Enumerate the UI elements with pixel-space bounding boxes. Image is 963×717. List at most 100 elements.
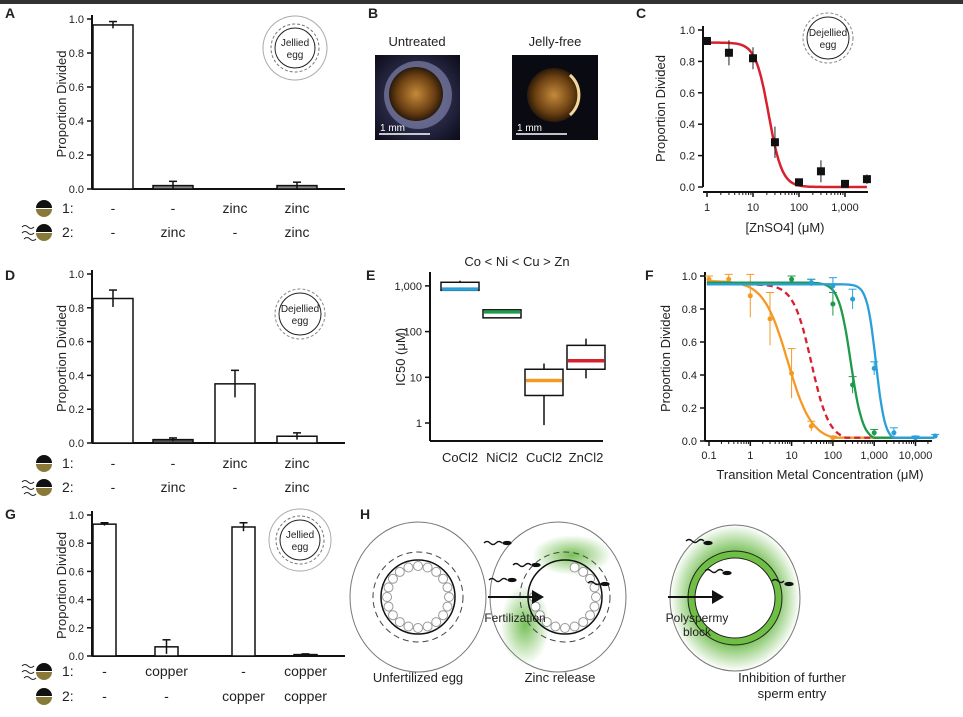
row-label: 1: <box>62 455 74 471</box>
arrow-fertilization <box>488 590 544 604</box>
y-tick-label: 0.2 <box>680 151 695 163</box>
cortical-granule <box>403 621 414 632</box>
y-tick-label: 0.4 <box>69 370 84 382</box>
badge-text: egg <box>292 316 309 327</box>
y-axis-label: Proportion Divided <box>54 532 69 639</box>
sperm-icon <box>21 664 37 680</box>
row2-label: zinc <box>161 224 186 240</box>
data-point <box>749 54 757 63</box>
row1-label: - <box>241 663 246 679</box>
scale-bar-label: 1 mm <box>380 123 405 134</box>
cortical-granule <box>413 561 423 571</box>
sperm-icon <box>21 480 37 496</box>
row2-label: copper <box>284 688 327 704</box>
line-chart-f: 0.0 0.2 0.4 0.6 0.8 1.0 Proportion Divided 0.1 1… <box>658 271 940 482</box>
cortical-granule <box>383 601 394 612</box>
cortical-granule <box>394 566 405 577</box>
cortical-granule <box>585 610 596 621</box>
cortical-granule <box>442 601 453 612</box>
badge-text: Jellied <box>286 530 314 541</box>
data-point <box>830 283 836 289</box>
data-point <box>862 175 871 184</box>
x-tick-label: 0.1 <box>701 450 716 462</box>
egg-icon <box>36 455 52 472</box>
x-tick-label: 10,000 <box>899 450 933 462</box>
panel-h-diagram: Fertilization Polyspermy block Unfertili… <box>349 521 847 701</box>
row1-label: - <box>171 200 176 216</box>
cortical-granule <box>578 566 589 577</box>
cortical-granule <box>569 621 580 632</box>
data-point <box>789 276 795 282</box>
series-curve <box>706 281 935 439</box>
egg-unfertilized <box>349 521 487 673</box>
egg-icon <box>36 688 52 705</box>
x-tick-label: 100 <box>790 202 808 214</box>
row-label: 1: <box>62 663 74 679</box>
y-tick-label: 0.0 <box>680 182 695 194</box>
cortical-granule <box>530 601 541 612</box>
category-label: NiCl2 <box>486 450 518 465</box>
arrow2-label: Polyspermy <box>666 611 729 625</box>
egg-icon <box>36 479 52 496</box>
row-label: 1: <box>62 200 74 216</box>
fit-curve <box>706 41 867 189</box>
box <box>566 344 606 371</box>
panel-label-d: D <box>5 267 15 283</box>
egg-icon <box>36 200 52 217</box>
badge-text: egg <box>820 40 837 51</box>
y-tick-label: 1 <box>416 418 422 430</box>
y-tick-label: 0.6 <box>69 82 84 94</box>
data-point <box>808 280 814 286</box>
data-point <box>816 167 825 176</box>
panel-label-a: A <box>5 5 15 21</box>
y-tick-label: 0.8 <box>69 538 84 550</box>
y-tick-label: 100 <box>404 327 422 339</box>
y-axis-label: Proportion Divided <box>653 55 668 162</box>
cortical-granule <box>550 621 561 632</box>
data-point <box>770 138 779 147</box>
y-tick-label: 0.4 <box>680 119 695 131</box>
x-tick-label: 100 <box>824 450 842 462</box>
row1-label: copper <box>284 663 327 679</box>
stage2-label: Zinc release <box>525 670 596 685</box>
row2-label: zinc <box>161 479 186 495</box>
row1-label: - <box>111 200 116 216</box>
y-axis-label: Proportion Divided <box>54 51 69 158</box>
row2-label: zinc <box>285 224 310 240</box>
row1-label: - <box>111 455 116 471</box>
jelly-free-label: Jelly-free <box>529 34 582 49</box>
y-tick-label: 0.6 <box>69 337 84 349</box>
row-label: 2: <box>62 479 74 495</box>
data-point <box>795 178 803 187</box>
row2-label: - <box>164 688 169 704</box>
stage3-label: sperm entry <box>758 686 827 701</box>
cortical-granule <box>431 566 442 577</box>
cortical-granule <box>589 601 600 612</box>
data-point <box>703 36 711 45</box>
data-point <box>871 430 877 436</box>
data-point <box>706 276 712 282</box>
cortical-granule <box>578 617 589 628</box>
stage3-label: Inhibition of further <box>738 670 846 685</box>
y-tick-label: 0.0 <box>69 184 84 196</box>
row2-label: - <box>111 479 116 495</box>
y-tick-label: 1.0 <box>680 25 695 37</box>
arrow-polyspermy-block <box>668 590 724 604</box>
top-border <box>0 0 963 4</box>
data-point <box>724 48 733 57</box>
series-curve <box>706 283 935 439</box>
sperm-icon <box>21 225 37 241</box>
row2-label: - <box>102 688 107 704</box>
panel-label-c: C <box>636 5 646 21</box>
row1-label: - <box>102 663 107 679</box>
y-tick-label: 1,000 <box>394 281 422 293</box>
bar <box>92 24 134 190</box>
row2-label: - <box>111 224 116 240</box>
cortical-granule <box>382 592 392 602</box>
data-point <box>747 293 753 299</box>
bar <box>92 297 134 444</box>
y-tick-label: 1.0 <box>69 14 84 26</box>
badge-text: egg <box>292 542 309 553</box>
data-point <box>932 433 938 439</box>
